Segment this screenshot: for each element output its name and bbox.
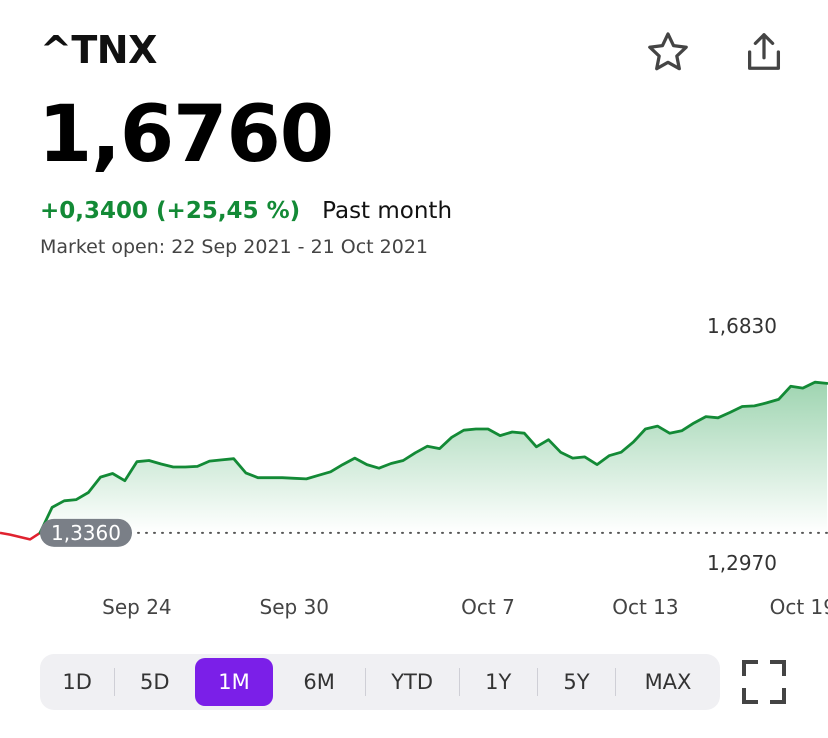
star-icon[interactable]	[644, 28, 692, 76]
pre-period-line	[0, 531, 41, 541]
price-chart[interactable]: 1,3360 1,6830 1,2970 Sep 24 Sep 30 Oct 7 Oct …	[0, 0, 828, 640]
range-button-max[interactable]: MAX	[644, 670, 692, 694]
price-change: +0,3400 (+25,45 %)	[40, 198, 301, 224]
reference-label-bg	[40, 518, 132, 547]
range-separator	[615, 668, 617, 696]
range-button-6m[interactable]: 6M	[303, 670, 335, 694]
ticker-symbol: ^TNX	[40, 28, 157, 72]
x-tick-label: Oct 19	[770, 595, 828, 619]
high-label: 1,6830	[707, 314, 777, 338]
x-tick-label: Sep 30	[260, 595, 330, 619]
x-tick-label: Sep 24	[102, 595, 172, 619]
range-button-1d[interactable]: 1D	[62, 670, 92, 694]
change-period: Past month	[322, 198, 453, 224]
range-button-ytd[interactable]: YTD	[391, 670, 434, 694]
series-line	[38, 380, 828, 535]
range-separator	[458, 668, 460, 696]
chart-area: 1,3360 1,6830 1,2970	[0, 314, 828, 575]
share-icon[interactable]	[740, 28, 788, 76]
series-area-fill	[40, 382, 827, 533]
reference-label: 1,3360	[51, 521, 121, 545]
x-tick-label: Oct 7	[461, 595, 515, 619]
x-tick-label: Oct 13	[612, 595, 678, 619]
low-label: 1,2970	[707, 551, 777, 575]
range-button-1y[interactable]: 1Y	[485, 670, 512, 694]
range-separator	[536, 668, 538, 696]
fullscreen-icon[interactable]	[740, 658, 788, 706]
range-selector: 1D 5D 1M 6M YTD 1Y 5Y MAX	[40, 654, 720, 710]
market-status: Market open: 22 Sep 2021 - 21 Oct 2021	[40, 236, 429, 258]
range-separator	[114, 668, 116, 696]
range-button-1m[interactable]: 1M	[195, 658, 273, 706]
range-button-5d[interactable]: 5D	[140, 670, 170, 694]
range-button-5y[interactable]: 5Y	[563, 670, 590, 694]
change-row: +0,3400 (+25,45 %) Past month	[40, 198, 452, 224]
range-separator	[364, 668, 366, 696]
x-axis: Sep 24 Sep 30 Oct 7 Oct 13 Oct 19	[102, 595, 828, 619]
current-price: 1,6760	[38, 90, 334, 180]
